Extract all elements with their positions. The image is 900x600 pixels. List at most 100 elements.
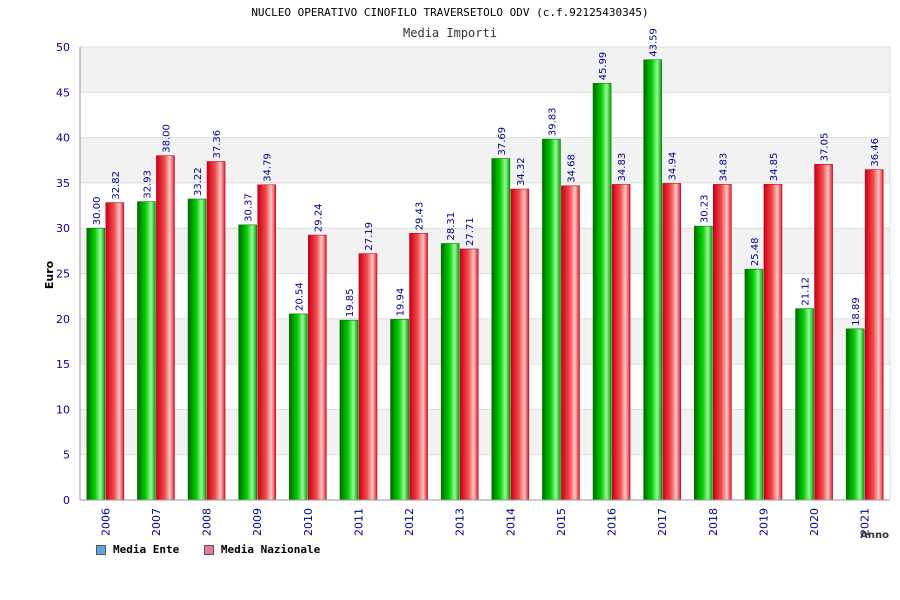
x-tick-label: 2010 <box>302 508 315 536</box>
bar-media-nazionale <box>662 183 681 501</box>
bar-media-ente <box>491 158 511 501</box>
data-label-media-nazionale: 34.94 <box>668 152 679 181</box>
x-tick-label: 2011 <box>352 508 365 536</box>
bar-media-nazionale <box>308 234 327 501</box>
data-label-media-ente: 28.31 <box>446 212 457 241</box>
x-axis-label: Anno <box>860 530 889 541</box>
bar-media-nazionale <box>206 161 226 501</box>
y-tick-label: 10 <box>56 403 70 416</box>
data-label-media-nazionale: 34.79 <box>263 153 274 182</box>
legend-swatch-media-ente <box>96 544 106 555</box>
data-label-media-ente: 32.93 <box>142 170 153 199</box>
bar-media-ente <box>238 224 257 501</box>
bar-media-ente <box>542 138 561 501</box>
y-tick-label: 50 <box>56 41 70 54</box>
data-label-media-nazionale: 34.83 <box>617 153 628 182</box>
bar-media-ente <box>187 198 207 501</box>
bar-media-ente <box>643 59 662 501</box>
x-tick-label: 2017 <box>656 508 669 536</box>
data-label-media-nazionale: 29.43 <box>415 202 426 231</box>
bar-media-ente <box>440 243 460 501</box>
bar-media-ente <box>289 313 308 501</box>
data-label-media-ente: 30.37 <box>244 193 255 222</box>
y-tick-label: 15 <box>56 358 70 371</box>
data-label-media-nazionale: 34.68 <box>566 154 577 183</box>
data-label-media-ente: 30.00 <box>92 197 103 226</box>
x-tick-label: 2020 <box>808 508 821 536</box>
x-tick-label: 2021 <box>859 508 872 536</box>
y-tick-label: 5 <box>63 449 70 462</box>
y-tick-label: 30 <box>56 222 70 235</box>
bar-media-ente <box>795 308 814 501</box>
data-label-media-ente: 20.54 <box>294 282 305 311</box>
bar-media-nazionale <box>864 169 884 501</box>
bar-media-nazionale <box>713 184 732 501</box>
bar-media-ente <box>744 268 764 501</box>
data-label-media-ente: 39.83 <box>547 107 558 136</box>
y-tick-label: 20 <box>56 313 70 326</box>
data-label-media-nazionale: 32.82 <box>111 171 122 200</box>
bar-media-nazionale <box>257 184 276 501</box>
data-label-media-ente: 21.12 <box>801 277 812 306</box>
data-label-media-ente: 43.59 <box>649 28 660 57</box>
y-axis-label: Euro <box>43 260 56 289</box>
data-label-media-nazionale: 27.71 <box>465 217 476 246</box>
bar-media-ente <box>339 319 359 501</box>
bar-media-nazionale <box>763 183 783 501</box>
bar-media-nazionale <box>611 184 631 501</box>
x-tick-label: 2008 <box>201 508 214 536</box>
bar-media-nazionale <box>156 155 175 501</box>
data-label-media-ente: 33.22 <box>193 167 204 196</box>
y-tick-label: 35 <box>56 177 70 190</box>
bar-media-ente <box>592 83 612 501</box>
x-tick-label: 2009 <box>251 508 264 536</box>
data-label-media-ente: 37.69 <box>497 127 508 156</box>
data-label-media-nazionale: 34.83 <box>718 153 729 182</box>
bar-media-ente <box>694 225 713 501</box>
grid-band <box>80 47 890 93</box>
bar-media-nazionale <box>814 164 833 501</box>
x-tick-label: 2014 <box>504 508 517 536</box>
x-tick-label: 2006 <box>99 508 112 536</box>
bar-media-nazionale <box>409 233 428 501</box>
data-label-media-ente: 19.94 <box>396 288 407 317</box>
chart-subtitle: Media Importi <box>403 26 497 40</box>
data-label-media-ente: 19.85 <box>345 289 356 318</box>
x-tick-label: 2007 <box>150 508 163 536</box>
x-tick-label: 2018 <box>707 508 720 536</box>
x-tick-label: 2019 <box>757 508 770 536</box>
y-tick-label: 25 <box>56 268 70 281</box>
x-tick-label: 2013 <box>454 508 467 536</box>
data-label-media-ente: 18.89 <box>851 297 862 326</box>
bar-media-nazionale <box>459 248 479 501</box>
y-tick-label: 45 <box>56 86 70 99</box>
data-label-media-nazionale: 37.36 <box>212 130 223 159</box>
x-tick-label: 2016 <box>606 508 619 536</box>
data-label-media-nazionale: 37.05 <box>820 133 831 162</box>
bar-media-ente <box>86 227 106 501</box>
y-tick-label: 0 <box>63 494 70 507</box>
bar-media-ente <box>390 319 409 501</box>
chart-title: NUCLEO OPERATIVO CINOFILO TRAVERSETOLO O… <box>251 6 649 19</box>
data-label-media-ente: 30.23 <box>699 194 710 223</box>
x-tick-label: 2012 <box>403 508 416 536</box>
data-label-media-nazionale: 38.00 <box>161 124 172 153</box>
legend-item-media-ente: Media Ente <box>96 543 179 556</box>
legend-label-media-nazionale: Media Nazionale <box>220 542 321 556</box>
bar-media-nazionale <box>510 188 530 501</box>
x-tick-label: 2015 <box>555 508 568 536</box>
bar-media-nazionale <box>105 202 125 501</box>
bar-media-ente <box>845 328 865 501</box>
data-label-media-ente: 45.99 <box>598 52 609 81</box>
y-tick-label: 40 <box>56 132 70 145</box>
bar-media-nazionale <box>358 253 378 501</box>
legend-item-media-nazionale: Media Nazionale <box>203 542 321 556</box>
data-label-media-nazionale: 36.46 <box>870 138 881 167</box>
legend-swatch-media-nazionale <box>203 544 214 555</box>
data-label-media-nazionale: 27.19 <box>364 222 375 251</box>
grid-band <box>80 92 890 138</box>
data-label-media-nazionale: 34.85 <box>769 153 780 182</box>
data-label-media-nazionale: 29.24 <box>313 203 324 232</box>
